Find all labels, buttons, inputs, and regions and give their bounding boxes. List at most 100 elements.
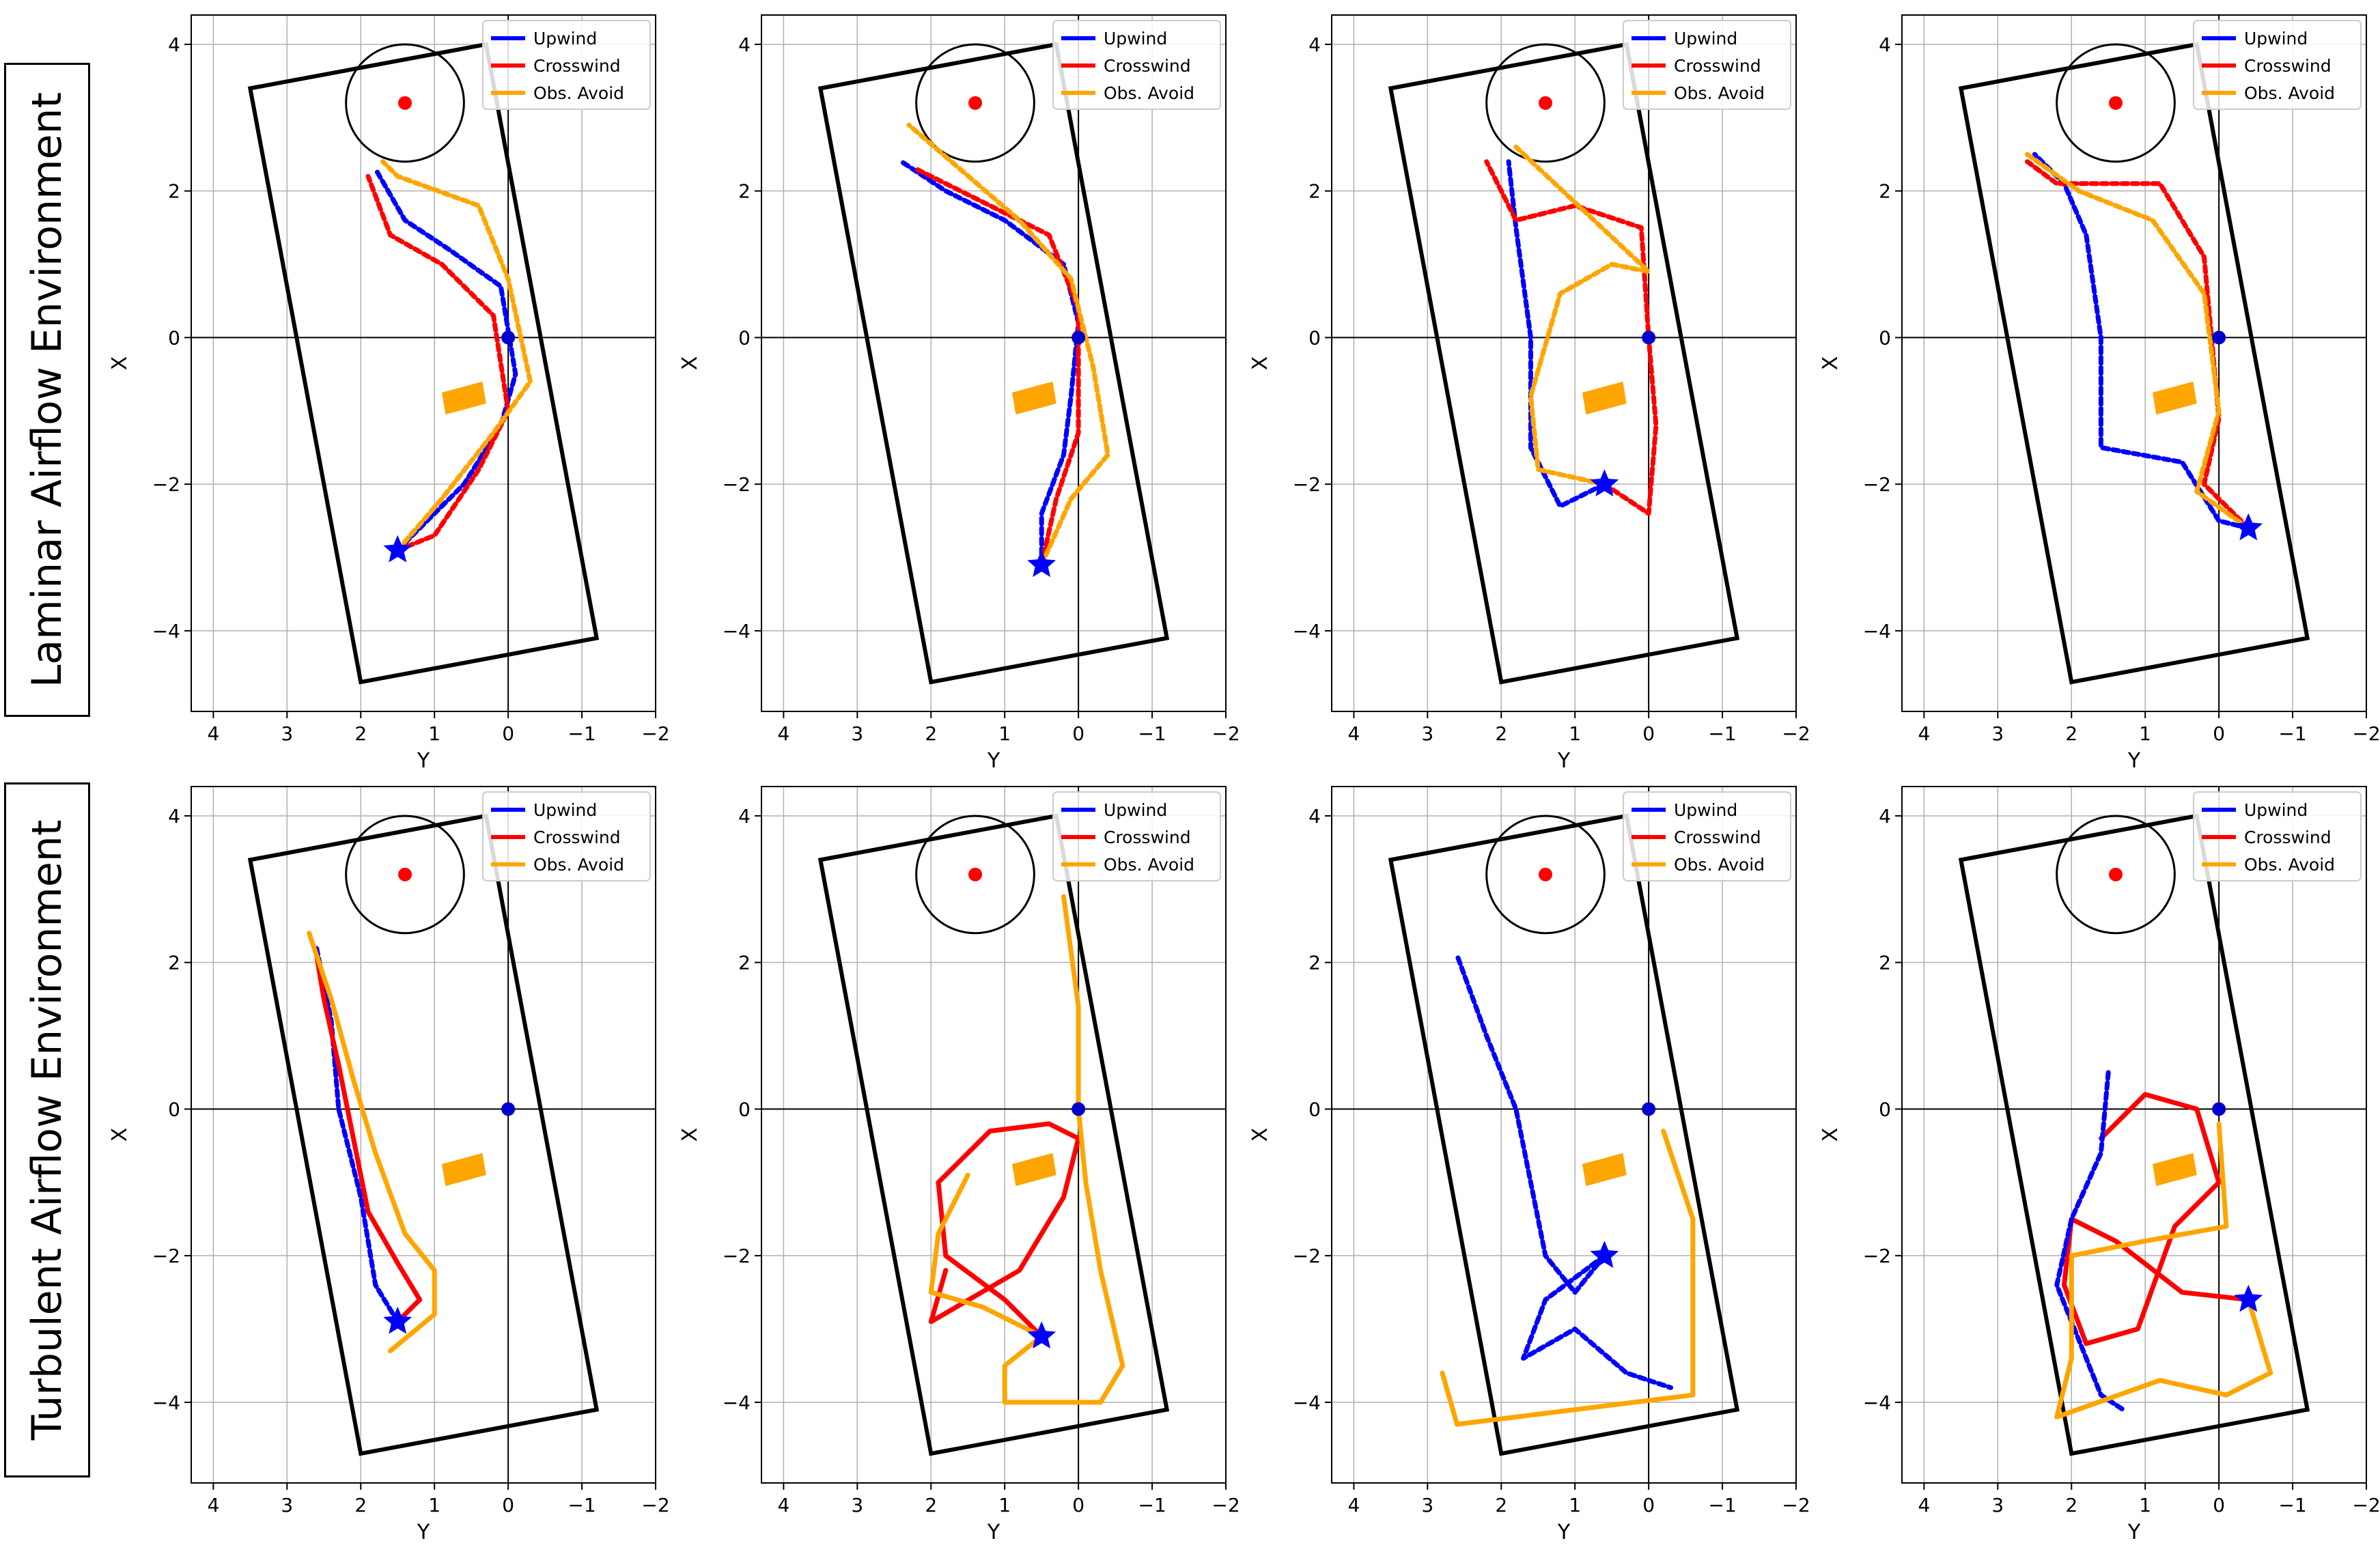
boundary-polygon xyxy=(1388,813,1740,1456)
panel-turbulent-3: 4 3 2 1 0 −1 −2 4 2 0 −2 −4 Y X Upwind Crosswind Obs. Av… xyxy=(1248,786,1810,1544)
y-axis-label: X xyxy=(678,1128,702,1142)
y-tick-label: 0 xyxy=(738,326,751,349)
y-tick-label: 2 xyxy=(1879,952,1891,974)
boundary-polygon xyxy=(1388,42,1740,685)
trajectory-crosswind-1 xyxy=(2025,159,2251,531)
boundary-polygon xyxy=(247,42,600,685)
legend-entry-label: Obs. Avoid xyxy=(2244,83,2335,103)
y-tick-label: 4 xyxy=(1308,33,1321,56)
plot-area xyxy=(1958,42,2310,685)
panel-turbulent-2: 4 3 2 1 0 −1 −2 4 2 0 −2 −4 Y X Upwind Crosswind Obs. Av… xyxy=(678,786,1240,1544)
y-tick-label: 0 xyxy=(168,326,180,349)
x-axis-label: Y xyxy=(2127,1520,2141,1544)
obstacle-rect xyxy=(1011,1152,1056,1187)
legend-entry-label: Obs. Avoid xyxy=(1674,83,1765,103)
plot-area xyxy=(247,813,600,1456)
y-tick-label: −2 xyxy=(1293,473,1321,496)
y-tick-label: 0 xyxy=(1308,1098,1321,1120)
origin-point xyxy=(2212,1102,2226,1116)
origin-point xyxy=(501,330,516,345)
x-tick-label: 3 xyxy=(851,1494,863,1516)
y-tick-label: 0 xyxy=(738,1098,751,1120)
goal-region-circle xyxy=(1485,43,1606,163)
x-axis-label: Y xyxy=(1557,1520,1571,1544)
trajectory-upwind-0 xyxy=(899,159,1081,567)
legend-entry-label: Obs. Avoid xyxy=(533,855,624,875)
x-tick-label: 4 xyxy=(1347,1494,1360,1516)
x-tick-label: 1 xyxy=(998,722,1011,745)
obstacle-rect xyxy=(2152,381,2197,415)
y-tick-label: 2 xyxy=(1308,952,1321,974)
legend-entry-label: Upwind xyxy=(2244,800,2308,820)
y-tick-label: 2 xyxy=(738,180,751,203)
panel-turbulent-4: 4 3 2 1 0 −1 −2 4 2 0 −2 −4 Y X Upwind Crosswind Obs. Av… xyxy=(1819,786,2380,1544)
y-axis-label: X xyxy=(678,356,702,371)
boundary-polygon xyxy=(247,813,600,1456)
x-tick-label: −2 xyxy=(641,722,669,745)
axes-frame xyxy=(191,14,656,712)
goal-point xyxy=(398,867,412,881)
trajectory-obs-avoid-2 xyxy=(1513,144,1651,487)
origin-point xyxy=(1642,1102,1656,1116)
y-tick-label: −2 xyxy=(152,1245,180,1267)
x-tick-label: −2 xyxy=(1212,722,1240,745)
legend-entry-label: Obs. Avoid xyxy=(1104,83,1194,103)
start-star xyxy=(1590,1241,1619,1268)
obstacle-rect xyxy=(1582,1152,1627,1187)
x-tick-label: 0 xyxy=(1642,1494,1655,1516)
x-tick-label: 1 xyxy=(998,1494,1011,1516)
legend-entry-label: Obs. Avoid xyxy=(533,83,624,103)
y-tick-label: −4 xyxy=(1293,620,1321,642)
boundary-polygon xyxy=(1958,813,2310,1456)
x-tick-label: −1 xyxy=(1138,1494,1166,1516)
y-axis-label: X xyxy=(1248,1128,1272,1142)
x-tick-label: 2 xyxy=(2065,1494,2077,1516)
row-label-laminar: Laminar Airflow Environment xyxy=(4,63,90,717)
x-tick-label: 4 xyxy=(1347,722,1360,745)
panel-laminar-3: 4 3 2 1 0 −1 −2 4 2 0 −2 −4 Y X Upwind Crosswind Obs. Av… xyxy=(1248,14,1810,773)
y-tick-label: −2 xyxy=(1293,1245,1321,1267)
x-tick-label: 2 xyxy=(925,1494,937,1516)
x-tick-label: 1 xyxy=(1569,1494,1581,1516)
legend-entry-label: Crosswind xyxy=(2244,56,2332,76)
y-axis-label: X xyxy=(1819,1128,1843,1142)
x-tick-label: 0 xyxy=(1072,722,1084,745)
axes-frame xyxy=(1331,786,1797,1484)
x-tick-label: −2 xyxy=(1782,1494,1810,1516)
x-axis-label: Y xyxy=(987,749,1000,773)
x-tick-label: −1 xyxy=(568,1494,596,1516)
trajectory-upwind-1 xyxy=(2054,1070,2126,1413)
x-tick-label: −1 xyxy=(1708,1494,1736,1516)
y-tick-label: 4 xyxy=(168,805,180,827)
y-tick-label: −4 xyxy=(1863,620,1891,642)
legend-entry-label: Crosswind xyxy=(533,827,621,847)
trajectory-upwind-0 xyxy=(373,167,518,553)
legend-entry-label: Upwind xyxy=(2244,29,2308,48)
y-tick-label: 0 xyxy=(1879,1098,1891,1120)
trajectory-upwind-0 xyxy=(314,945,400,1325)
x-tick-label: 3 xyxy=(1991,1494,2004,1516)
x-tick-label: 3 xyxy=(1421,1494,1433,1516)
y-tick-label: −4 xyxy=(1293,1391,1321,1414)
y-tick-label: 2 xyxy=(738,952,751,974)
x-axis-label: Y xyxy=(987,1520,1000,1544)
y-tick-label: −4 xyxy=(723,620,751,642)
obstacle-rect xyxy=(2152,1152,2197,1187)
x-tick-label: 3 xyxy=(281,1494,293,1516)
legend-box xyxy=(1623,791,1791,881)
legend-entry-label: Obs. Avoid xyxy=(1104,855,1194,875)
plot-area xyxy=(817,813,1170,1456)
y-tick-label: −4 xyxy=(152,1391,180,1414)
boundary-polygon xyxy=(817,813,1170,1456)
x-tick-label: −2 xyxy=(2352,722,2380,745)
x-tick-label: 0 xyxy=(2213,1494,2225,1516)
x-tick-label: 3 xyxy=(1421,722,1433,745)
x-tick-label: 4 xyxy=(207,1494,219,1516)
x-tick-label: −1 xyxy=(1708,722,1736,745)
trajectory-obs-avoid-2 xyxy=(928,1172,1044,1339)
x-tick-label: 2 xyxy=(925,722,937,745)
legend-box xyxy=(2193,20,2362,110)
y-tick-label: 0 xyxy=(168,1098,180,1120)
x-tick-label: −2 xyxy=(1782,722,1810,745)
goal-point xyxy=(2109,867,2123,881)
